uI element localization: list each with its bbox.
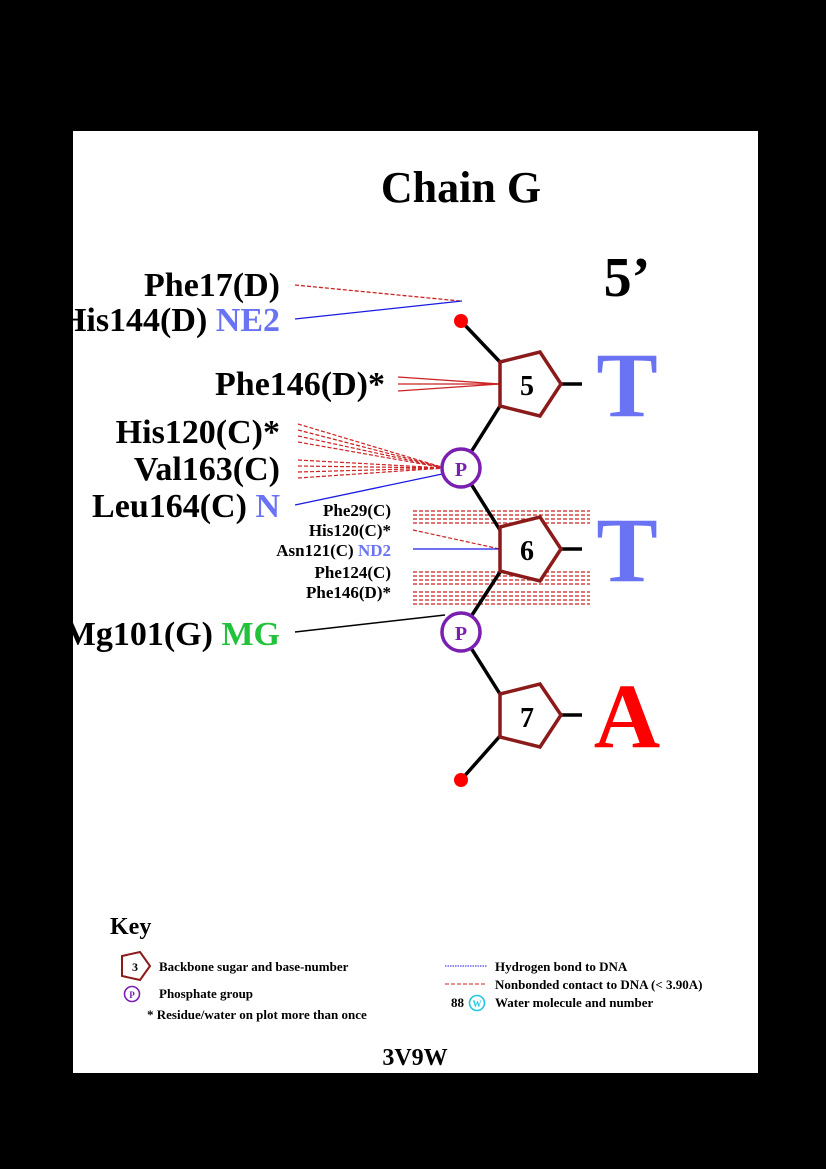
sugar-6: 6 [498,515,564,583]
contact-line-his120-b [412,529,501,550]
residue-phe29: Phe29(C) [323,501,391,520]
residue-his144: His144(D) NE2 [60,302,280,339]
legend-sugar-icon: 3 [121,950,152,982]
contact-line-phe17 [294,284,461,302]
legend-sugar-label: Backbone sugar and base-number [159,959,349,974]
legend-water-number: 88 [451,995,465,1010]
hbond-line-leu164 [294,472,448,506]
diagram-panel [73,131,758,1073]
residue-leu164: Leu164(C) N [92,488,280,525]
residue-phe146: Phe146(D)* [215,366,385,403]
contact-line-mg101 [294,614,446,633]
right-border [758,0,826,1169]
legend-phosphate-label: Phosphate group [159,986,253,1001]
contact-lines [294,284,590,633]
legend-water-icon: W [468,994,486,1012]
phosphate-2: P [440,611,482,653]
three-prime-terminal-dot [454,773,468,787]
five-prime-terminal-dot [454,314,468,328]
sugar-5: 5 [498,350,564,418]
residue-val163: Val163(C) [134,451,280,488]
atom-nd2: ND2 [358,541,391,560]
pdb-id: 3V9W [382,1045,447,1071]
sugar-7: 7 [498,682,564,749]
residue-phe124: Phe124(C) [315,563,391,582]
base-7: A [594,665,660,767]
residue-phe17: Phe17(D) [144,267,280,304]
contact-line-phe146-c [397,383,501,392]
chain-title: Chain G [381,163,541,212]
residue-mg101: Mg101(G) MG [64,616,280,653]
legend-phosphate-icon: P [123,985,141,1003]
phosphate-1: P [440,447,482,489]
contact-lines-his120 [297,423,446,469]
legend: Key 3 Backbone sugar and base-number P P… [110,914,702,1022]
legend-heading: Key [110,914,151,940]
residue-asn121: Asn121(C) ND2 [276,541,391,560]
svg-text:P: P [129,990,135,1000]
left-border [0,0,73,1169]
atom-ne2: NE2 [216,302,280,339]
residue-his120: His120(C)* [116,414,280,451]
five-prime-label: 5’ [604,247,651,309]
legend-nonbonded-label: Nonbonded contact to DNA (< 3.90A) [495,977,702,992]
phosphate-label-1: P [455,459,467,481]
sugar-number-5: 5 [520,371,534,402]
base-6: T [596,499,657,601]
legend-water-label: Water molecule and number [495,995,654,1010]
legend-hbond-label: Hydrogen bond to DNA [495,959,628,974]
svg-text:3: 3 [132,960,138,974]
phosphate-label-2: P [455,623,467,645]
residue-his120-b: His120(C)* [309,521,391,540]
contact-lines-phe29 [413,510,590,524]
atom-n: N [255,488,280,525]
contact-lines-val163 [297,459,446,479]
sugar-number-6: 6 [520,536,534,567]
legend-star-note: * Residue/water on plot more than once [147,1007,367,1022]
contact-line-phe146-a [397,376,501,385]
sugar-number-7: 7 [520,703,534,734]
contact-lines-phe146-b [413,591,590,605]
base-5: T [596,334,657,436]
atom-mg: MG [221,616,280,653]
residue-phe146-b: Phe146(D)* [306,583,391,602]
hbond-line-his144 [294,300,463,320]
svg-text:W: W [473,999,482,1009]
contact-lines-phe124 [413,571,590,585]
